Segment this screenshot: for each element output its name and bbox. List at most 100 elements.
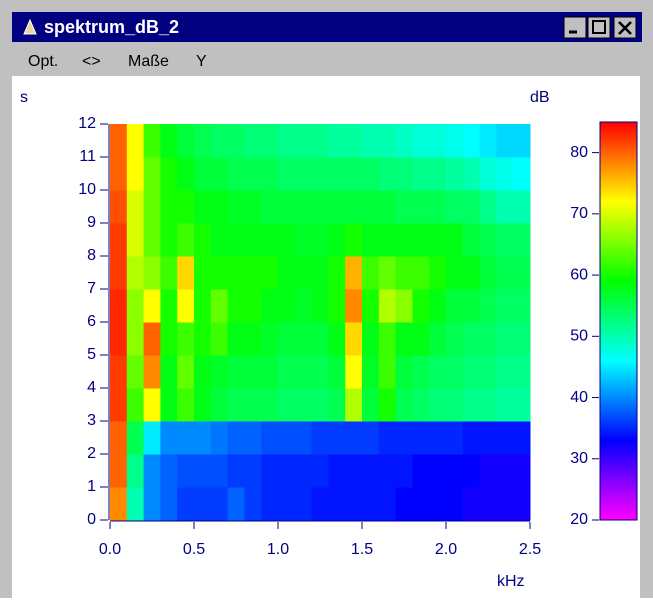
heatmap-cell <box>496 190 514 224</box>
heatmap-cell <box>160 454 178 488</box>
colorbar-tick-label: 60 <box>570 266 588 283</box>
y-tick-label: 7 <box>87 280 96 297</box>
heatmap-cell <box>462 256 481 290</box>
heatmap-cell <box>110 157 128 191</box>
heatmap-cell <box>378 256 397 290</box>
heatmap-cell <box>194 454 212 488</box>
heatmap-cell <box>244 190 262 224</box>
heatmap-cell <box>378 223 397 257</box>
heatmap-cell <box>446 322 464 356</box>
x-axis-label: kHz <box>497 573 525 590</box>
heatmap-cell <box>412 124 430 158</box>
heatmap-cell <box>143 388 161 422</box>
heatmap-cell <box>110 256 128 290</box>
heatmap-cell <box>244 124 262 158</box>
heatmap-cell <box>194 322 212 356</box>
heatmap-cell <box>227 256 245 290</box>
heatmap-cell <box>294 454 313 488</box>
window-buttons[interactable] <box>563 16 637 39</box>
heatmap-cell <box>479 388 497 422</box>
colorbar-tick-label: 80 <box>570 144 588 161</box>
heatmap-cell <box>278 388 296 422</box>
menu-item[interactable]: Y <box>196 53 207 70</box>
close-icon <box>618 21 632 35</box>
heatmap-cell <box>177 454 195 488</box>
heatmap-cell <box>244 388 262 422</box>
heatmap-cell <box>194 124 212 158</box>
heatmap-cell <box>513 355 531 389</box>
heatmap-cell <box>261 454 279 488</box>
heatmap-cell <box>328 454 346 488</box>
heatmap-cell <box>311 190 329 224</box>
heatmap-cell <box>177 388 195 422</box>
heatmap-cell <box>244 322 262 356</box>
heatmap-cell <box>227 124 245 158</box>
heatmap-cell <box>479 454 497 488</box>
minimize-button[interactable] <box>563 16 587 39</box>
heatmap-cell <box>378 355 397 389</box>
heatmap-cell <box>126 289 145 323</box>
heatmap-cell <box>244 454 262 488</box>
heatmap-cell <box>210 157 229 191</box>
colorbar <box>599 121 638 521</box>
heatmap-cell <box>446 388 464 422</box>
heatmap-cell <box>462 223 481 257</box>
heatmap-cell <box>378 487 397 521</box>
heatmap-cell <box>160 421 178 455</box>
heatmap-cell <box>278 190 296 224</box>
heatmap-cell <box>479 289 497 323</box>
heatmap-cell <box>261 487 279 521</box>
heatmap-cell <box>446 124 464 158</box>
heatmap-cell <box>513 289 531 323</box>
heatmap-cell <box>412 157 430 191</box>
window-title: spektrum_dB_2 <box>44 17 179 37</box>
heatmap-cell <box>160 190 178 224</box>
colorbar-tick-label: 40 <box>570 389 588 406</box>
heatmap-cell <box>345 256 363 290</box>
y-tick-label: 0 <box>87 511 96 528</box>
heatmap-cell <box>261 223 279 257</box>
heatmap-cell <box>177 190 195 224</box>
heatmap-cell <box>362 355 380 389</box>
heatmap-cell <box>194 289 212 323</box>
heatmap-cell <box>177 289 195 323</box>
heatmap-cell <box>462 355 481 389</box>
menu-item[interactable]: <> <box>82 53 101 70</box>
heatmap-cell <box>328 256 346 290</box>
heatmap-cell <box>261 190 279 224</box>
heatmap-cell <box>210 322 229 356</box>
heatmap-cell <box>261 124 279 158</box>
heatmap-cell <box>362 157 380 191</box>
heatmap-cell <box>160 289 178 323</box>
heatmap-cell <box>177 157 195 191</box>
heatmap-cell <box>294 157 313 191</box>
y-tick-label: 3 <box>87 412 96 429</box>
heatmap-cell <box>513 454 531 488</box>
y-tick-label: 4 <box>87 379 96 396</box>
heatmap-cell <box>446 223 464 257</box>
heatmap-cell <box>479 223 497 257</box>
heatmap-cell <box>110 289 128 323</box>
heatmap-cell <box>429 388 447 422</box>
heatmap-cell <box>395 256 413 290</box>
heatmap-cell <box>278 487 296 521</box>
heatmap-cell <box>496 355 514 389</box>
heatmap-cell <box>278 454 296 488</box>
heatmap-cell <box>227 487 245 521</box>
colorbar-tick-label: 70 <box>570 205 588 222</box>
menu-item[interactable]: Maße <box>128 53 169 70</box>
heatmap-cell <box>429 322 447 356</box>
heatmap-cell <box>513 124 531 158</box>
heatmap-cell <box>378 454 397 488</box>
heatmap-cell <box>429 256 447 290</box>
heatmap-cell <box>110 454 128 488</box>
menu-item[interactable]: Opt. <box>28 53 58 70</box>
heatmap-cell <box>210 454 229 488</box>
heatmap-cell <box>395 355 413 389</box>
heatmap-cell <box>496 256 514 290</box>
heatmap-cell <box>513 223 531 257</box>
heatmap-cell <box>311 421 329 455</box>
heatmap-cell <box>345 454 363 488</box>
